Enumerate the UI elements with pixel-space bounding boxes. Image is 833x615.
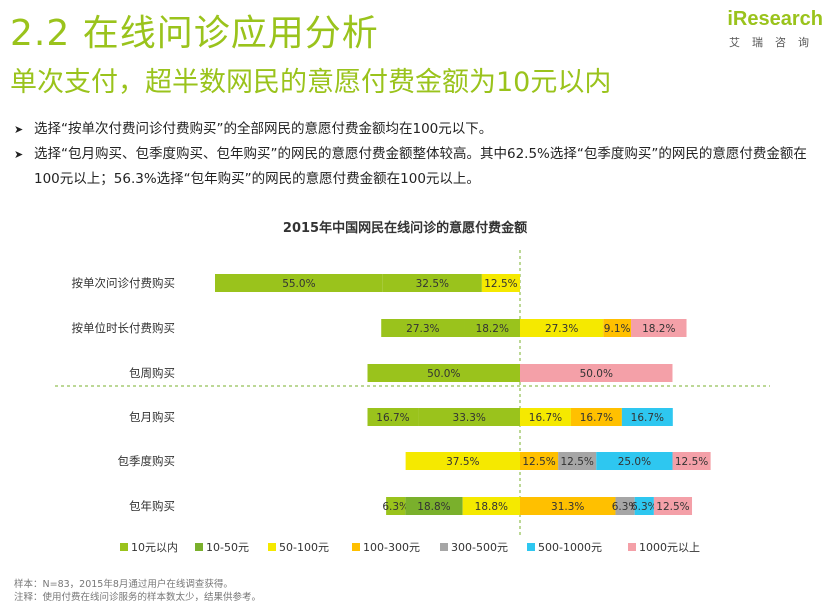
category-label: 按单位时长付费购买 <box>72 321 176 335</box>
legend-label: 100-300元 <box>363 541 420 554</box>
bar-segment <box>615 497 635 515</box>
bullet-item: ➤ 选择“按单次付费问诊付费购买”的全部网民的意愿付费金额均在100元以下。 <box>14 117 824 142</box>
legend-swatch <box>527 543 535 551</box>
bar-segment <box>634 497 654 515</box>
legend-swatch <box>628 543 636 551</box>
data-label: 50.0% <box>580 368 613 380</box>
logo-text: iResearch <box>727 8 823 30</box>
bar-segment <box>520 497 616 515</box>
logo-subtext: 艾瑞咨询 <box>729 36 821 49</box>
legend-label: 500-1000元 <box>538 541 602 554</box>
bar-segment <box>382 274 482 292</box>
bar-segment <box>386 497 406 515</box>
data-label: 12.5% <box>522 456 555 468</box>
data-label: 16.7% <box>631 412 664 424</box>
footnote-sample: 样本：N=83，2015年8月通过用户在线调查获得。 <box>14 579 233 590</box>
category-label: 包季度购买 <box>118 454 176 468</box>
bar-segment <box>520 364 673 382</box>
bar-segment <box>672 452 711 470</box>
category-label: 包周购买 <box>129 366 175 380</box>
data-label: 16.7% <box>580 412 613 424</box>
data-label: 55.0% <box>282 278 315 290</box>
legend-label: 10-50元 <box>206 541 249 554</box>
data-label: 12.5% <box>484 278 517 290</box>
data-label: 18.8% <box>475 501 508 513</box>
data-label: 32.5% <box>416 278 449 290</box>
data-label: 18.2% <box>642 323 675 335</box>
bullet-list: ➤ 选择“按单次付费问诊付费购买”的全部网民的意愿付费金额均在100元以下。 ➤… <box>14 117 824 192</box>
bar-segment <box>520 408 571 426</box>
bullet-arrow-icon: ➤ <box>14 148 24 161</box>
legend-swatch <box>268 543 276 551</box>
data-label: 6.3% <box>612 501 639 513</box>
footnote-note: 注释：使用付费在线问诊服务的样本数太少，结果供参考。 <box>14 592 262 603</box>
data-label: 50.0% <box>427 368 460 380</box>
bar-segment <box>462 497 520 515</box>
data-label: 33.3% <box>453 412 486 424</box>
data-label: 27.3% <box>406 323 439 335</box>
bar-segment <box>596 452 673 470</box>
legend-swatch <box>440 543 448 551</box>
bar-segment <box>418 408 520 426</box>
category-label: 包年购买 <box>129 499 175 513</box>
bar-segment <box>481 274 520 292</box>
data-label: 16.7% <box>529 412 562 424</box>
legend-swatch <box>195 543 203 551</box>
bar-segment <box>405 497 463 515</box>
data-label: 18.2% <box>476 323 509 335</box>
data-label: 25.0% <box>618 456 651 468</box>
data-label: 12.5% <box>675 456 708 468</box>
data-label: 37.5% <box>446 456 479 468</box>
legend-label: 50-100元 <box>279 541 329 554</box>
bar-segment <box>621 408 673 426</box>
legend-swatch <box>352 543 360 551</box>
bullet-text: 选择“按单次付费问诊付费购买”的全部网民的意愿付费金额均在100元以下。 <box>34 121 493 137</box>
data-label: 31.3% <box>551 501 584 513</box>
bullet-text: 选择“包月购买、包季度购买、包年购买”的网民的意愿付费金额整体较高。其中62.5… <box>34 146 807 187</box>
chart-title: 2015年中国网民在线问诊的意愿付费金额 <box>283 220 527 236</box>
data-label: 9.1% <box>604 323 631 335</box>
bar-segment <box>570 408 622 426</box>
legend-label: 300-500元 <box>451 541 508 554</box>
bar-segment <box>215 274 383 292</box>
data-label: 27.3% <box>545 323 578 335</box>
bullet-item: ➤ 选择“包月购买、包季度购买、包年购买”的网民的意愿付费金额整体较高。其中62… <box>14 142 824 192</box>
category-label: 包月购买 <box>129 410 175 424</box>
bar-segment <box>367 408 419 426</box>
data-label: 6.3% <box>631 501 658 513</box>
bar-segment <box>367 364 520 382</box>
legend-label: 1000元以上 <box>639 541 700 554</box>
legend-swatch <box>120 543 128 551</box>
data-label: 12.5% <box>561 456 594 468</box>
bar-segment <box>558 452 597 470</box>
data-label: 18.8% <box>417 501 450 513</box>
bar-segment <box>464 319 520 337</box>
bar-segment <box>520 452 559 470</box>
page-subtitle: 单次支付，超半数网民的意愿付费金额为10元以内 <box>10 67 612 98</box>
bar-segment <box>631 319 687 337</box>
bar-segment <box>603 319 632 337</box>
data-label: 16.7% <box>376 412 409 424</box>
category-label: 按单次问诊付费购买 <box>72 276 176 290</box>
bar-segment <box>405 452 520 470</box>
bar-segment <box>520 319 604 337</box>
bar-segment <box>653 497 693 515</box>
data-label: 6.3% <box>382 501 409 513</box>
data-label: 12.5% <box>656 501 689 513</box>
bar-segment <box>381 319 465 337</box>
legend-label: 10元以内 <box>131 540 178 554</box>
page-title: 2.2 在线问诊应用分析 <box>10 13 379 54</box>
bullet-arrow-icon: ➤ <box>14 123 24 136</box>
footnotes: 样本：N=83，2015年8月通过用户在线调查获得。 注释：使用付费在线问诊服务… <box>14 578 261 604</box>
iresearch-logo: iResearch 艾瑞咨询 <box>713 8 823 52</box>
